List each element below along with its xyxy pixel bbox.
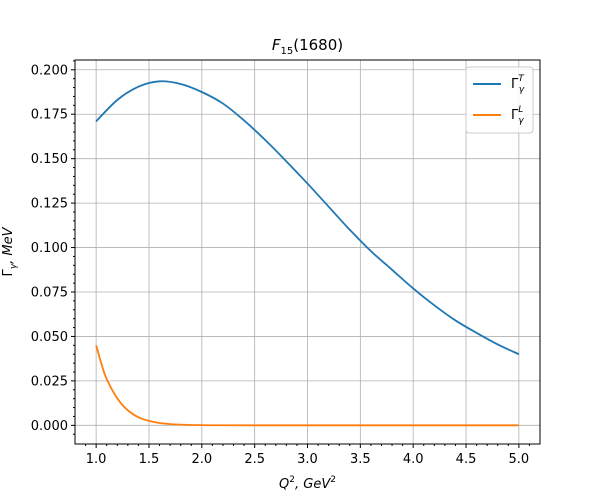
legend-label-transverse: ΓT γ [511,74,525,95]
x-tick-label: 1.0 [86,452,107,467]
series-line-transverse [95,80,520,356]
y-axis-label-base: Γ [1,268,16,276]
x-tick-label: 4.5 [456,452,477,467]
x-tick-label: 4.0 [403,452,424,467]
x-tick-label: 3.5 [350,452,371,467]
chart-title: F15(1680) [272,36,343,57]
x-tick-label: 5.0 [509,452,530,467]
y-tick-label: 0.125 [31,197,68,212]
series-line-longitudinal [95,345,519,427]
chart-title-sub: 15 [281,46,294,57]
y-tick-label: 0.100 [31,241,68,256]
x-axis-label-q: Q [279,477,289,492]
legend: ΓT γ ΓL γ [465,66,534,134]
x-axis-label-mid: , GeV [295,477,331,492]
legend-label-transverse-sub: γ [519,85,525,95]
series-layer [95,80,520,427]
y-tick-label: 0.025 [31,374,68,389]
tick-layer: 1.0 1.5 2.0 2.5 3.0 3.5 4.0 4.5 5.0 0.000 0.025 0.0… [31,60,530,467]
legend-label-longitudinal-sub: γ [518,116,524,126]
legend-label-longitudinal-base: Γ [511,108,519,123]
legend-label-longitudinal-sup: L [518,105,523,115]
y-axis-label-rest: , MeV [1,226,16,263]
legend-label-transverse-base: Γ [511,77,519,92]
x-tick-label: 2.5 [244,452,265,467]
legend-label-longitudinal: ΓL γ [511,105,524,126]
y-axis-label: Γγ, MeV [1,226,19,276]
x-tick-label: 2.0 [191,452,212,467]
y-tick-label: 0.175 [31,108,68,123]
chart-title-rest: (1680) [293,36,343,54]
y-tick-label: 0.200 [31,63,68,78]
x-tick-label: 3.0 [297,452,318,467]
y-tick-label: 0.050 [31,330,68,345]
y-axis-label-sub: γ [9,263,19,269]
x-tick-label: 1.5 [139,452,160,467]
x-axis-label: Q2, GeV2 [279,475,336,492]
y-tick-label: 0.150 [31,152,68,167]
legend-label-transverse-sup: T [518,74,525,84]
y-tick-label: 0.000 [31,419,68,434]
chart-title-main: F [272,36,281,54]
x-axis-label-sup1: 2 [289,475,295,485]
y-tick-label: 0.075 [31,286,68,301]
x-axis-label-sup2: 2 [330,475,336,485]
